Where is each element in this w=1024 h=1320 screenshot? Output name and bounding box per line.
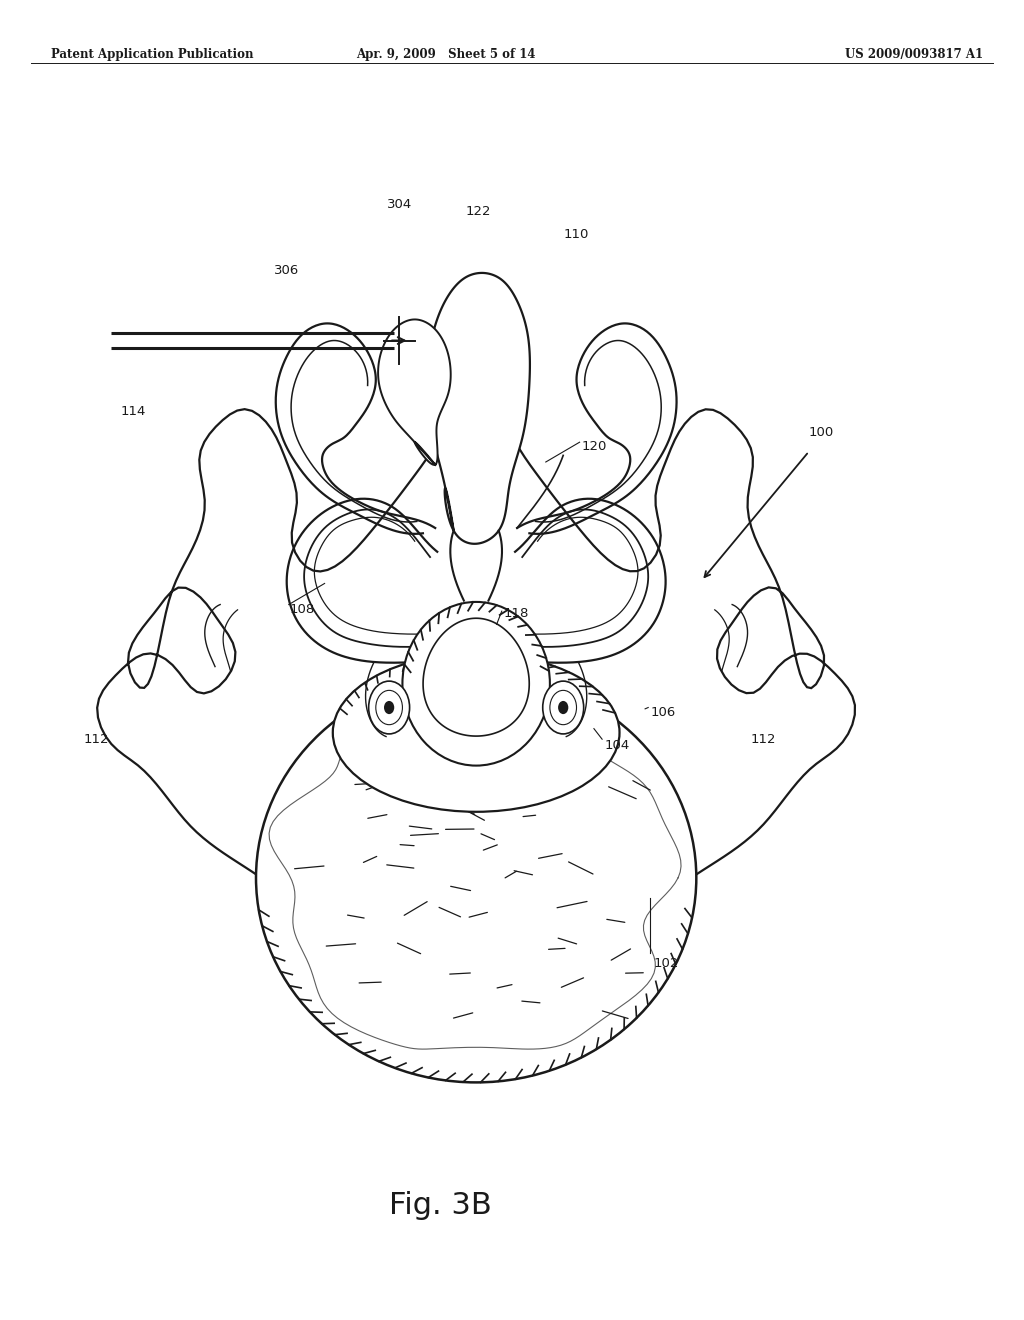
Text: 122: 122 [466, 205, 492, 218]
Text: 118: 118 [504, 607, 529, 620]
Text: Fig. 3B: Fig. 3B [389, 1191, 492, 1220]
Polygon shape [427, 273, 529, 544]
Text: 120: 120 [582, 440, 607, 453]
Polygon shape [423, 618, 529, 737]
Text: 100: 100 [809, 426, 835, 440]
Text: 306: 306 [274, 264, 300, 277]
Text: 112: 112 [84, 733, 110, 746]
Ellipse shape [402, 602, 550, 766]
Ellipse shape [256, 673, 696, 1082]
Text: 106: 106 [650, 706, 676, 719]
Circle shape [369, 681, 410, 734]
Text: 112: 112 [751, 733, 776, 746]
Circle shape [550, 690, 577, 725]
Text: 108: 108 [290, 603, 315, 616]
Text: 304: 304 [387, 198, 413, 211]
Polygon shape [97, 284, 855, 927]
Text: Patent Application Publication: Patent Application Publication [51, 48, 254, 61]
Text: 104: 104 [604, 739, 630, 752]
Circle shape [558, 701, 568, 714]
Ellipse shape [333, 653, 620, 812]
Text: 110: 110 [563, 228, 589, 242]
Text: 102: 102 [653, 957, 679, 970]
Circle shape [384, 701, 394, 714]
Circle shape [376, 690, 402, 725]
Circle shape [543, 681, 584, 734]
Text: US 2009/0093817 A1: US 2009/0093817 A1 [845, 48, 983, 61]
Text: Apr. 9, 2009   Sheet 5 of 14: Apr. 9, 2009 Sheet 5 of 14 [355, 48, 536, 61]
Polygon shape [378, 319, 451, 465]
Text: 114: 114 [121, 405, 146, 418]
